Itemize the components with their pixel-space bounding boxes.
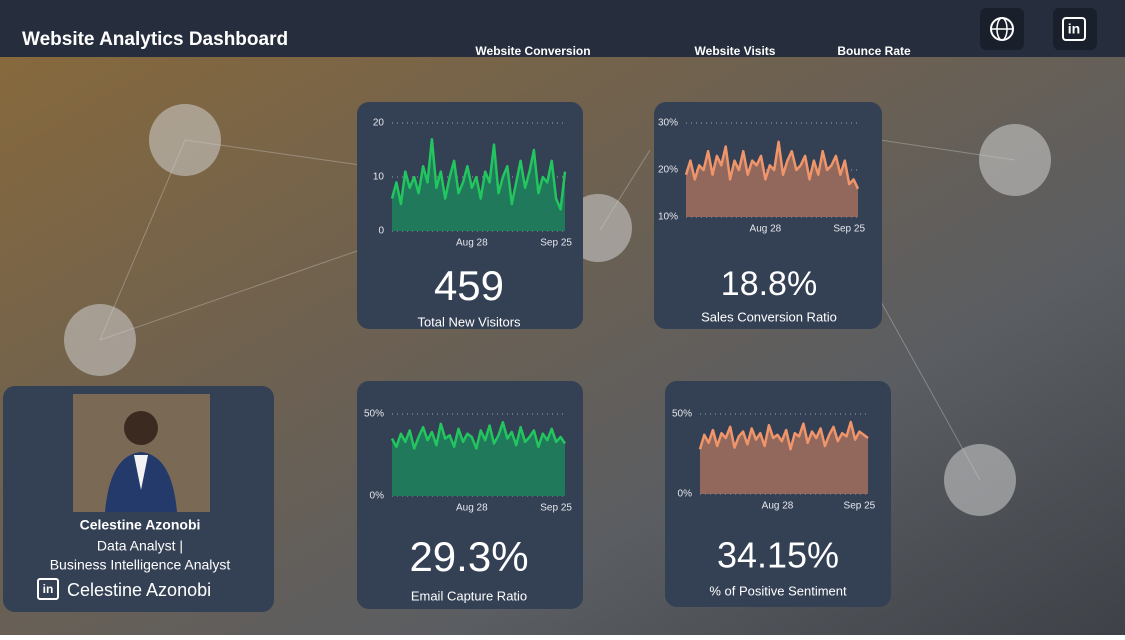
x-tick-label: Sep 25	[540, 503, 572, 514]
dashboard-title: Website Analytics Dashboard	[22, 29, 288, 50]
nav-tab[interactable]: Website Visits	[695, 44, 776, 58]
y-tick-label: 10	[373, 172, 385, 183]
x-tick-label: Aug 28	[456, 503, 488, 514]
y-tick-label: 0%	[370, 491, 385, 502]
y-tick-label: 50%	[364, 409, 384, 420]
kpi-value: 18.8%	[721, 265, 817, 303]
header-bar	[0, 0, 1125, 57]
area-line	[390, 137, 567, 211]
area-fill	[700, 422, 868, 494]
kpi-label: % of Positive Sentiment	[709, 583, 847, 598]
person-icons	[64, 104, 1051, 516]
area-line	[390, 420, 567, 450]
y-tick-label: 30%	[658, 118, 678, 129]
area-line	[684, 140, 860, 190]
profile-photo	[73, 394, 210, 512]
kpi-label: Sales Conversion Ratio	[701, 309, 837, 324]
x-tick-label: Aug 28	[762, 501, 794, 512]
profile-linkedin[interactable]: Celestine Azonobi	[67, 580, 211, 600]
y-tick-label: 20%	[658, 165, 678, 176]
y-tick-label: 0	[378, 226, 384, 237]
svg-text:in: in	[43, 582, 54, 596]
kpi-label: Email Capture Ratio	[411, 588, 527, 603]
x-tick-label: Sep 25	[540, 238, 572, 249]
x-tick-label: Aug 28	[456, 238, 488, 249]
nav-tab[interactable]: Website Conversion	[475, 44, 590, 58]
x-tick-label: Sep 25	[844, 501, 876, 512]
profile-role: Business Intelligence Analyst	[50, 557, 231, 573]
kpi-value: 29.3%	[409, 533, 528, 580]
profile-role: Data Analyst |	[97, 538, 183, 554]
globe-button[interactable]	[980, 8, 1024, 50]
kpi-value: 34.15%	[717, 535, 839, 576]
nav-tab[interactable]: Bounce Rate	[837, 44, 911, 58]
kpi-label: Total New Visitors	[417, 314, 521, 329]
x-tick-label: Sep 25	[833, 224, 865, 235]
profile-name: Celestine Azonobi	[80, 517, 201, 533]
linkedin-icon[interactable]: in	[37, 578, 59, 600]
y-tick-label: 0%	[678, 489, 693, 500]
area-fill	[392, 422, 565, 496]
kpi-value: 459	[434, 262, 504, 309]
y-tick-label: 50%	[672, 409, 692, 420]
y-tick-label: 20	[373, 118, 385, 129]
y-tick-label: 10%	[658, 212, 678, 223]
area-fill	[392, 139, 565, 231]
linkedin-button[interactable]: in	[1053, 8, 1097, 50]
x-tick-label: Aug 28	[750, 224, 782, 235]
area-fill	[686, 141, 858, 217]
area-line	[698, 420, 869, 451]
svg-text:in: in	[1068, 21, 1080, 37]
